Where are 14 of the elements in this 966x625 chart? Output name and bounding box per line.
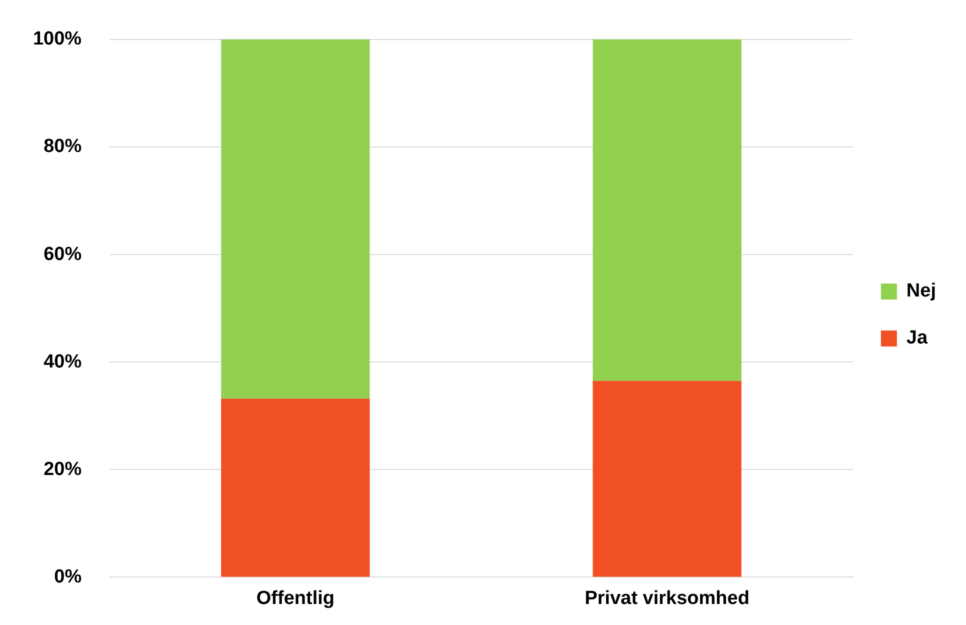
y-tick-label: 80% xyxy=(44,136,82,158)
y-tick-label: 0% xyxy=(54,566,82,588)
legend-label: Nej xyxy=(906,280,936,302)
bar xyxy=(221,398,370,577)
bar xyxy=(592,39,742,381)
bar xyxy=(592,380,742,577)
y-tick-label: 40% xyxy=(44,351,82,372)
bar xyxy=(221,39,370,399)
legend-label: Ja xyxy=(906,328,928,349)
x-tick-label: Privat virksomhed xyxy=(584,588,750,609)
x-tick-label: Offentlig xyxy=(256,588,334,609)
y-tick-label: 60% xyxy=(44,244,82,265)
y-tick-label: 100% xyxy=(32,28,82,50)
y-tick-label: 20% xyxy=(44,458,82,480)
